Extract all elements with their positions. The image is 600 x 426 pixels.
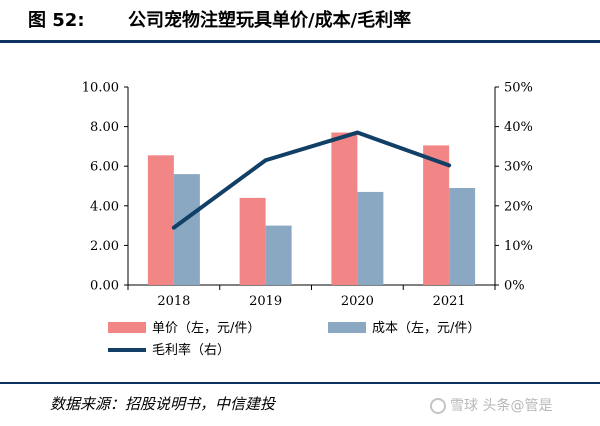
cost-bar (357, 191, 384, 285)
y-left-tick-label: 2.00 (90, 239, 119, 254)
y-left-tick-label: 0.00 (90, 279, 119, 294)
cost-bar (449, 187, 476, 285)
y-right-tick-label: 50% (504, 81, 533, 96)
y-right-tick-label: 0% (504, 279, 525, 294)
y-right-tick-label: 30% (504, 160, 533, 175)
x-tick-label: 2021 (433, 294, 466, 309)
price-bar (239, 197, 266, 285)
gross-margin-point (355, 131, 359, 135)
figure-number: 图 52: (28, 10, 85, 31)
chart-axes: 0.00 2.00 4.00 6.00 8.00 10.00 0% 10% 20% 30% 40% 5… (82, 81, 533, 310)
x-tick-label: 2019 (249, 294, 282, 309)
watermark: 雪球 头条@管是 (430, 395, 552, 415)
figure-title: 图 52: 公司宠物注塑玩具单价/成本/毛利率 (28, 6, 411, 36)
y-left-tick-label: 10.00 (82, 81, 119, 96)
legend-swatch-price (108, 322, 146, 333)
gross-margin-line (171, 130, 452, 230)
chart-line (171, 130, 452, 230)
legend-swatch-cost (328, 322, 366, 333)
y-left-tick-label: 8.00 (90, 120, 119, 135)
watermark-text: 雪球 头条@管是 (450, 398, 553, 414)
y-right-tick-label: 40% (504, 120, 533, 135)
x-tick-label: 2018 (157, 294, 190, 309)
gross-margin-point (264, 158, 268, 162)
gross-margin-point (172, 226, 176, 230)
legend-label-margin: 毛利率（右） (152, 342, 230, 358)
price-bar (331, 132, 358, 285)
figure-title-text: 公司宠物注塑玩具单价/成本/毛利率 (128, 10, 412, 31)
legend-label-price: 单价（左，元/件） (152, 321, 260, 336)
bottom-rule (0, 382, 600, 384)
top-rule (0, 40, 600, 43)
y-left-tick-label: 6.00 (90, 160, 119, 175)
y-right-tick-label: 10% (504, 239, 533, 254)
cost-bar (265, 225, 292, 285)
gross-margin-point (447, 163, 451, 167)
price-bar (147, 155, 174, 285)
legend-label-cost: 成本（左，元/件） (372, 321, 480, 336)
y-right-tick-label: 20% (504, 199, 533, 214)
y-left-tick-label: 4.00 (90, 199, 119, 214)
x-tick-label: 2020 (341, 294, 374, 309)
chart-bars (147, 132, 476, 285)
price-bar (423, 145, 450, 285)
cost-bar (173, 174, 200, 285)
price-cost-margin-chart: 0.00 2.00 4.00 6.00 8.00 10.00 0% 10% 20% 30% 40% 5… (82, 81, 533, 359)
chart-legend: 单价（左，元/件） 成本（左，元/件） 毛利率（右） (108, 321, 480, 358)
source-note: 数据来源：招股说明书，中信建投 (50, 395, 276, 413)
watermark-logo-icon (430, 398, 446, 414)
